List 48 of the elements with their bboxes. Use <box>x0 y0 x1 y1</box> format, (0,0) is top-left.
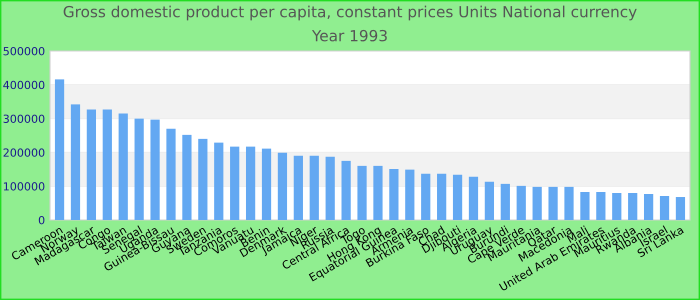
bar <box>612 192 622 220</box>
bar <box>357 166 367 220</box>
bar <box>468 176 478 220</box>
bar <box>86 109 96 220</box>
bar <box>278 152 288 220</box>
bar <box>548 186 558 220</box>
bar <box>580 192 590 220</box>
bar <box>294 156 303 220</box>
bar <box>54 79 64 220</box>
bar <box>342 160 351 220</box>
bar <box>102 109 112 220</box>
bar <box>596 192 606 220</box>
bar <box>326 156 335 220</box>
y-tick-label: 0 <box>38 216 44 224</box>
y-tick-label: 300000 <box>4 114 44 123</box>
bar <box>628 192 638 220</box>
y-tick-label: 400000 <box>3 80 44 90</box>
bar <box>214 142 224 220</box>
y-tick-label: 100000 <box>4 182 44 191</box>
bar <box>166 128 176 220</box>
bar <box>532 186 542 220</box>
y-tick-label: 200000 <box>4 148 44 157</box>
bar <box>373 166 383 220</box>
bar <box>452 174 462 220</box>
bar <box>198 138 208 220</box>
bar <box>644 194 654 220</box>
bar <box>310 156 319 220</box>
bar <box>421 174 430 220</box>
chart-title: Gross domestic product per capita, constant prices Units National currency <box>64 6 637 20</box>
bar <box>516 186 526 220</box>
bar <box>134 118 144 220</box>
bar <box>564 186 574 220</box>
bar <box>660 196 670 220</box>
bar <box>70 104 80 220</box>
bar <box>389 168 398 220</box>
bar <box>437 174 446 220</box>
y-tick-label: 500000 <box>4 46 44 56</box>
bar <box>230 146 240 220</box>
bar <box>182 134 192 220</box>
bar <box>262 148 272 220</box>
bar <box>405 170 414 220</box>
chart-subtitle: Year 1993 <box>312 30 387 42</box>
bar <box>150 120 160 220</box>
bar <box>500 184 510 220</box>
bar <box>118 114 128 220</box>
bar <box>484 182 494 220</box>
bar <box>676 197 686 220</box>
bar <box>246 146 256 220</box>
